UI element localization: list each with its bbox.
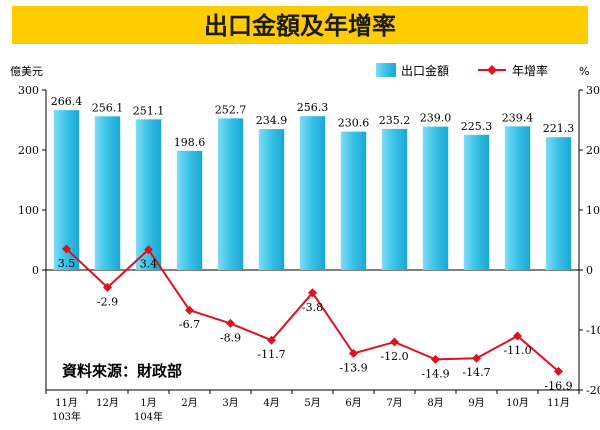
bar-value-label: 225.3	[461, 120, 493, 133]
title-banner	[12, 6, 588, 44]
bar-value-label: 266.4	[51, 95, 83, 108]
x-category-label: 12月	[96, 397, 119, 409]
x-category-label: 4月	[263, 397, 279, 409]
growth-rate-marker	[103, 282, 112, 292]
bar-value-label: 239.0	[420, 112, 452, 125]
bars	[53, 110, 572, 270]
bar	[545, 137, 572, 270]
x-category-label: 5月	[304, 397, 320, 409]
bar	[422, 126, 449, 270]
right-tick-label: 30	[586, 84, 600, 97]
right-tick-label: -10	[586, 324, 600, 337]
x-category-label: 10月	[506, 397, 529, 409]
legend: 出口金額 年增率	[376, 63, 548, 78]
bar	[463, 134, 490, 270]
x-year-label: 103年	[52, 410, 81, 423]
bar-value-label: 234.9	[256, 114, 288, 127]
legend-line-marker	[487, 65, 497, 75]
x-category-label: 6月	[345, 397, 361, 409]
growth-rate-marker	[62, 244, 71, 254]
growth-rate-label: -11.0	[503, 344, 531, 357]
growth-rate-label: 3.5	[58, 257, 76, 270]
growth-rate-label: -6.7	[179, 318, 200, 331]
x-category-label: 8月	[427, 397, 443, 409]
growth-rate-marker	[185, 305, 194, 315]
bar	[53, 110, 80, 270]
bar	[504, 126, 531, 270]
bar	[258, 129, 285, 270]
legend-line-label: 年增率	[512, 63, 548, 78]
x-category-label: 2月	[181, 397, 197, 409]
chart-title: 出口金額及年增率	[204, 12, 396, 40]
x-category-label: 3月	[222, 397, 238, 409]
growth-rate-marker	[308, 288, 317, 298]
right-tick-label: 10	[586, 204, 600, 217]
growth-rate-label: -11.7	[257, 348, 285, 361]
growth-rate-marker	[554, 366, 563, 376]
bar-value-label: 198.6	[174, 136, 206, 149]
right-tick-label: -20	[586, 384, 600, 397]
legend-bar-swatch	[376, 63, 396, 77]
bar-value-label: 256.3	[297, 101, 329, 114]
left-tick-label: 0	[32, 264, 39, 277]
growth-rate-label: -3.8	[302, 301, 323, 314]
growth-rate-marker	[472, 353, 481, 363]
growth-rate-label: -2.9	[97, 295, 118, 308]
growth-rate-marker	[226, 318, 235, 328]
bar	[135, 119, 162, 270]
line-series	[62, 244, 563, 376]
bar	[176, 150, 203, 270]
growth-rate-label: 3.4	[140, 258, 158, 271]
right-tick-label: 0	[586, 264, 593, 277]
growth-rate-marker	[349, 348, 358, 358]
growth-rate-marker	[144, 245, 153, 255]
growth-rate-label: -13.9	[339, 361, 367, 374]
left-tick-label: 100	[18, 204, 39, 217]
growth-rate-marker	[513, 331, 522, 341]
bar-value-label: 252.7	[215, 103, 247, 116]
line-labels: 3.5 -2.9 3.4 -6.7 -8.9 -11.7 -3.8 -13.9 -12.0 -14…	[58, 257, 573, 392]
bar	[340, 131, 367, 270]
growth-rate-label: -14.7	[462, 366, 490, 379]
bar-value-label: 221.3	[543, 122, 575, 135]
bar-value-label: 256.1	[92, 101, 124, 114]
growth-rate-label: -14.9	[421, 367, 449, 380]
right-axis-unit: %	[579, 65, 589, 78]
x-category-label: 1月	[140, 397, 156, 409]
bar	[381, 128, 408, 270]
bar-value-label: 235.2	[379, 114, 411, 127]
bar-value-label: 251.1	[133, 104, 165, 117]
source-note: 資料來源：財政部	[62, 362, 182, 380]
left-tick-label: 300	[18, 84, 39, 97]
x-year-label: 104年	[134, 410, 163, 423]
growth-rate-marker	[431, 354, 440, 364]
growth-rate-label: -16.9	[544, 379, 572, 392]
left-axis-unit: 億美元	[10, 65, 43, 78]
left-tick-label: 200	[18, 144, 39, 157]
bar	[94, 116, 121, 270]
bar-value-label: 230.6	[338, 117, 370, 130]
growth-rate-marker	[390, 337, 399, 347]
x-category-label: 11月	[547, 397, 570, 409]
growth-rate-marker	[267, 335, 276, 345]
bar	[299, 116, 326, 270]
growth-rate-label: -8.9	[220, 331, 241, 344]
bar-value-label: 239.4	[502, 111, 534, 124]
x-category-label: 9月	[468, 397, 484, 409]
bar	[217, 118, 244, 270]
right-tick-label: 20	[586, 144, 600, 157]
x-category-label: 7月	[386, 397, 402, 409]
growth-rate-label: -12.0	[380, 350, 408, 363]
bar-labels: 266.4 256.1 251.1 198.6 252.7 234.9 256.3 230.6…	[51, 95, 575, 149]
legend-bar-label: 出口金額	[401, 63, 449, 78]
x-category-label: 11月	[55, 397, 78, 409]
